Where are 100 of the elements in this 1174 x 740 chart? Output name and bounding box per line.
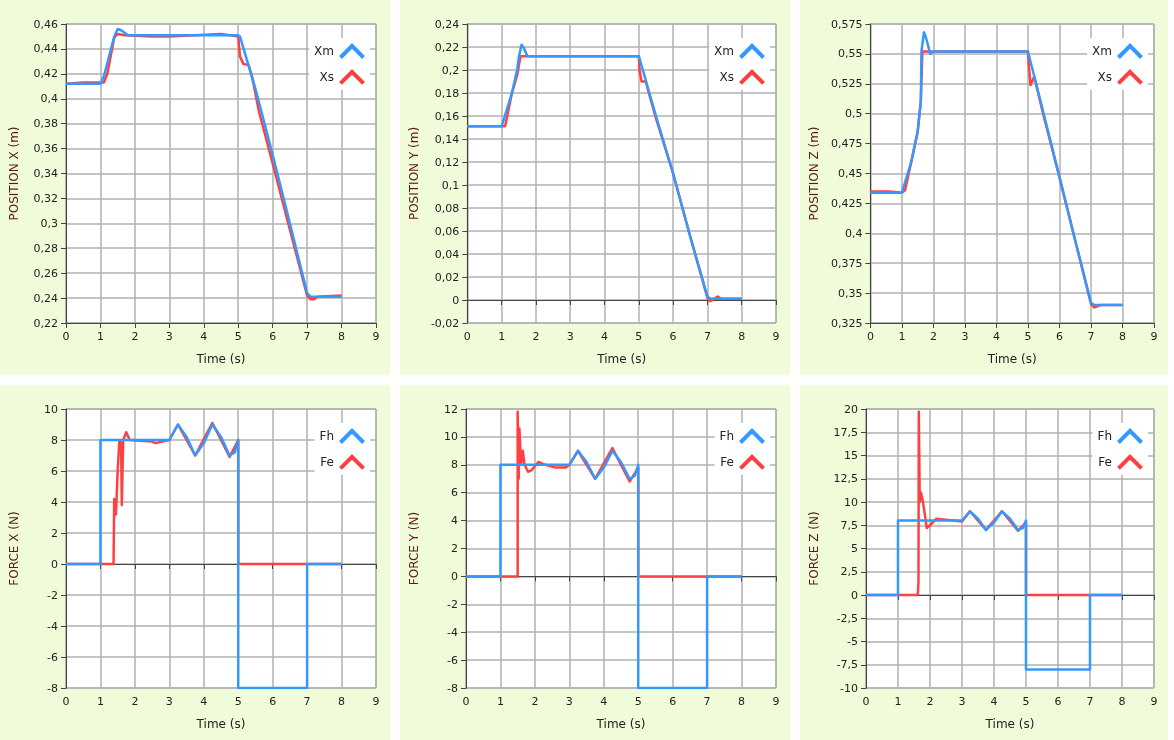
y-tick-label: -4 xyxy=(47,619,58,633)
y-tick-label: 2,5 xyxy=(840,565,858,579)
x-tick-label: 4 xyxy=(600,695,608,708)
x-tick-label: 2 xyxy=(929,330,937,343)
x-tick-label: 5 xyxy=(234,330,242,343)
x-tick-label: 9 xyxy=(372,330,380,343)
x-tick-label: 7 xyxy=(303,695,311,708)
y-axis-title: POSITION X (m) xyxy=(7,126,21,221)
y-tick-label: 0 xyxy=(851,588,858,602)
x-tick-label: 1 xyxy=(898,330,906,343)
line-series xyxy=(464,449,743,690)
y-tick-label: 0,08 xyxy=(434,201,460,215)
x-tick-label: 1 xyxy=(96,695,104,708)
y-tick-label: 6 xyxy=(51,464,58,478)
y-tick-label: 0,375 xyxy=(830,256,863,270)
x-tick-label: 9 xyxy=(772,330,780,343)
y-tick-label: 0,325 xyxy=(830,316,863,330)
y-tick-label: 0,38 xyxy=(33,117,58,131)
x-tick-label: 5 xyxy=(1022,695,1030,708)
x-tick-label: 0 xyxy=(62,330,70,343)
x-tick-label: 1 xyxy=(894,695,902,708)
y-tick-label: 0,18 xyxy=(434,86,460,100)
y-tick-label: 0,12 xyxy=(434,155,460,169)
x-tick-label: 6 xyxy=(1055,330,1063,343)
x-tick-label: 6 xyxy=(269,695,277,708)
y-tick-label: 0,34 xyxy=(33,167,58,180)
y-tick-label: 0,475 xyxy=(830,137,863,151)
x-axis-title: Time (s) xyxy=(195,717,246,731)
x-tick-label: 8 xyxy=(1118,330,1126,343)
x-tick-label: 9 xyxy=(772,695,780,708)
y-tick-label: 0,24 xyxy=(434,17,460,31)
y-tick-label: -4 xyxy=(447,625,458,639)
legend-label: Fh xyxy=(1097,428,1112,443)
legend-label: Xm xyxy=(714,43,734,58)
y-tick-label: 0,26 xyxy=(33,266,58,280)
x-tick-label: 7 xyxy=(1087,330,1095,343)
y-tick-label: 0,2 xyxy=(441,63,460,77)
y-tick-label: 17,5 xyxy=(833,425,858,439)
x-tick-label: 5 xyxy=(234,695,242,708)
y-tick-label: 8 xyxy=(451,458,458,472)
y-tick-label: -2 xyxy=(447,597,458,611)
y-tick-label: 0,525 xyxy=(830,77,863,91)
y-tick-label: 2 xyxy=(451,542,458,555)
y-tick-label: 10 xyxy=(844,495,858,509)
x-tick-label: 0 xyxy=(866,330,874,343)
legend-label: Fh xyxy=(319,428,334,443)
y-tick-label: 0,02 xyxy=(434,270,460,284)
y-tick-label: -5 xyxy=(847,635,858,648)
x-axis-title: Time (s) xyxy=(986,352,1037,366)
legend-label: Fe xyxy=(720,454,734,469)
x-tick-label: 7 xyxy=(303,330,311,343)
x-tick-label: 2 xyxy=(131,695,139,708)
x-tick-label: 8 xyxy=(738,695,746,708)
y-tick-label: 0,1 xyxy=(441,178,460,192)
x-tick-label: 3 xyxy=(165,695,173,708)
x-axis-title: Time (s) xyxy=(984,717,1035,731)
x-tick-label: 2 xyxy=(926,695,934,708)
x-axis-title: Time (s) xyxy=(595,717,646,731)
y-tick-label: -10 xyxy=(840,681,858,695)
x-axis-title: Time (s) xyxy=(195,352,246,366)
y-tick-label: 0,22 xyxy=(33,316,58,330)
x-tick-label: 0 xyxy=(462,695,470,708)
x-tick-label: 7 xyxy=(1086,695,1094,708)
x-tick-label: 2 xyxy=(531,695,539,708)
x-tick-label: 4 xyxy=(601,330,609,343)
x-tick-label: 7 xyxy=(703,330,711,343)
y-axis-title: FORCE X (N) xyxy=(7,511,21,586)
y-tick-label: 0 xyxy=(51,557,58,571)
y-tick-label: -7,5 xyxy=(836,658,858,672)
y-tick-label: 0,35 xyxy=(837,286,863,300)
y-tick-label: 0,55 xyxy=(837,47,863,61)
x-tick-label: 6 xyxy=(269,330,277,343)
y-tick-label: 0,24 xyxy=(33,291,58,305)
x-tick-label: 1 xyxy=(96,330,104,343)
x-tick-label: 3 xyxy=(565,695,573,708)
x-tick-label: 9 xyxy=(1150,695,1158,708)
x-tick-label: 8 xyxy=(338,330,346,343)
y-tick-label: 12 xyxy=(444,402,458,416)
y-tick-label: -2,5 xyxy=(836,611,858,625)
x-tick-label: 0 xyxy=(62,695,70,708)
x-tick-label: 4 xyxy=(992,330,1000,343)
y-tick-label: -0,02 xyxy=(430,316,460,330)
y-tick-label: 0,5 xyxy=(844,107,863,121)
y-tick-label: -2 xyxy=(47,588,58,602)
y-tick-label: -8 xyxy=(47,681,58,695)
legend-label: Xs xyxy=(1097,69,1112,84)
y-tick-label: 0,22 xyxy=(434,40,460,54)
y-tick-label: 0,16 xyxy=(434,109,460,123)
x-tick-label: 5 xyxy=(1024,330,1032,343)
y-tick-label: 0 xyxy=(452,293,460,307)
legend-label: Fe xyxy=(320,454,334,469)
y-tick-label: 2 xyxy=(51,526,58,540)
y-tick-label: 0 xyxy=(451,569,458,583)
x-tick-label: 7 xyxy=(703,695,711,708)
x-tick-label: 3 xyxy=(961,330,969,343)
y-tick-label: 0,575 xyxy=(830,17,863,31)
y-tick-label: -6 xyxy=(447,653,458,667)
legend-label: Xs xyxy=(719,69,734,84)
y-tick-label: 20 xyxy=(844,402,858,416)
legend-label: Xm xyxy=(1092,43,1112,58)
